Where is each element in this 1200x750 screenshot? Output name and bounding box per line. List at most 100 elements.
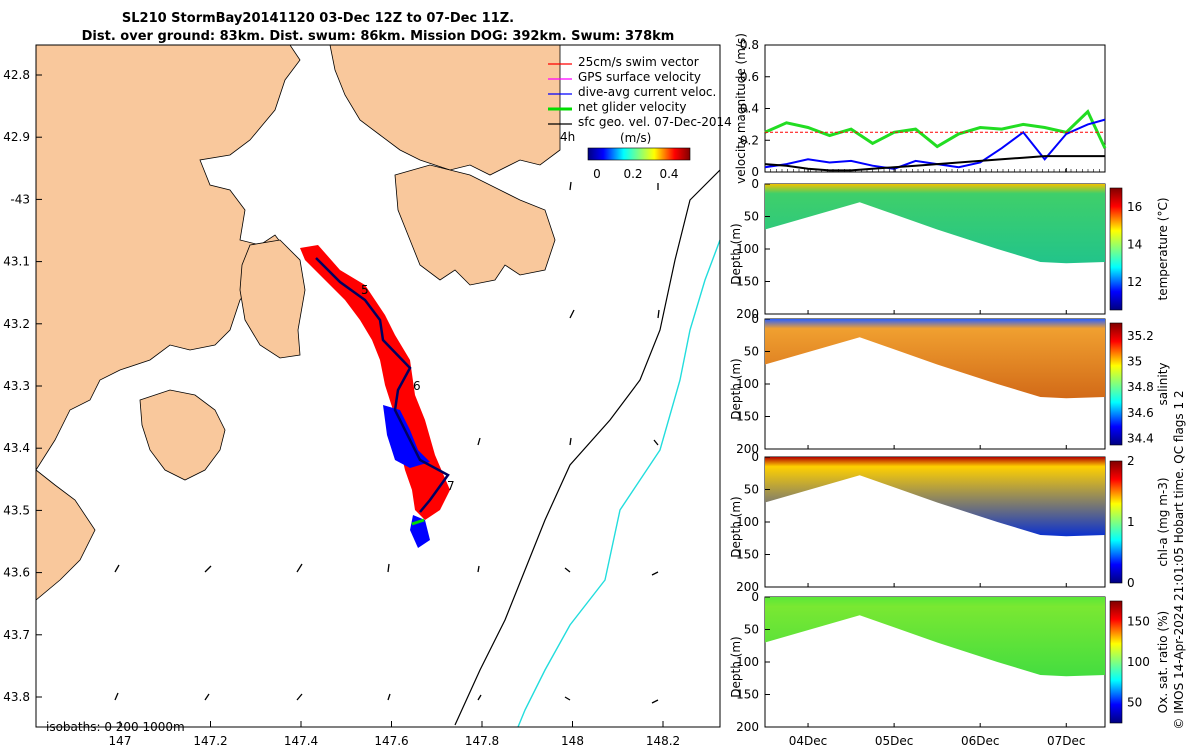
depth-tick-label: 200 [736, 580, 759, 594]
time-tick-label: 07Dec [1047, 734, 1086, 748]
lat-tick-label: 43.4 [3, 441, 30, 455]
sfc-arrow [569, 437, 572, 446]
map-colorbar-tick: 0 [593, 167, 601, 181]
lat-tick-label: 42.9 [3, 130, 30, 144]
sfc-arrow [477, 437, 481, 446]
depth-tick-label: 100 [736, 515, 759, 529]
isobath-1000m [517, 239, 721, 728]
sfc-vel-arrows [114, 181, 660, 704]
map-colorbar [587, 147, 691, 161]
velocity-ytick-label: 0.6 [740, 70, 759, 84]
map-colorbar-unit: (m/s) [620, 131, 651, 145]
section-data [765, 457, 1105, 537]
colorbar-tick-label: 0 [1127, 576, 1135, 590]
velocity-series [764, 155, 1105, 172]
section-colorbar [1109, 187, 1123, 311]
lon-tick-label: 147 [109, 734, 132, 748]
track-label-6: 6 [413, 379, 421, 393]
depth-tick-label: 100 [736, 655, 759, 669]
depth-tick-label: 200 [736, 442, 759, 456]
sfc-arrow [204, 565, 212, 573]
depth-tick-label: 200 [736, 307, 759, 321]
track-label-5: 5 [361, 283, 369, 297]
lon-tick-label: 147.8 [465, 734, 499, 748]
section-panel: 0 50 100 150 200 Depth (m) 34.4 34.6 34.8 35 35.2 s… [729, 312, 1170, 456]
time-tick-label: 06Dec [961, 734, 1000, 748]
velocity-ytick-label: 0.4 [740, 102, 759, 116]
sfc-arrow [387, 693, 391, 701]
depth-ylabel: Depth (m) [729, 358, 743, 419]
time-tick-label: 05Dec [875, 734, 914, 748]
map-colorbar-tick: 0.4 [659, 167, 678, 181]
land-southwest [35, 469, 96, 601]
sfc-arrow [204, 693, 210, 701]
title-line-2: Dist. over ground: 83km. Dist. swum: 86k… [82, 29, 675, 44]
title-line-1: SL210 StormBay20141120 03-Dec 12Z to 07-… [122, 11, 514, 26]
legend-swim: 25cm/s swim vector [578, 55, 699, 69]
depth-tick-label: 150 [736, 548, 759, 562]
isobath-200m [454, 169, 721, 726]
lon-tick-label: 147.4 [284, 734, 318, 748]
section-colorbar [1109, 460, 1123, 584]
depth-tick-label: 100 [736, 377, 759, 391]
land-peninsula [394, 164, 556, 286]
velocity-ytick-label: 0.2 [740, 133, 759, 147]
section-data [765, 597, 1105, 677]
legend-net: net glider velocity [578, 100, 686, 114]
colorbar-tick-label: 34.6 [1127, 406, 1154, 420]
velocity-series [764, 109, 1107, 149]
lat-tick-label: 43.6 [3, 566, 30, 580]
glider-track [315, 257, 450, 513]
map-colorbar-ticks: 0 0.2 0.4 [593, 167, 678, 181]
lat-tick-label: 43.1 [3, 255, 30, 269]
depth-ylabel: Depth (m) [729, 496, 743, 557]
colorbar-tick-label: 12 [1127, 275, 1142, 289]
track-label-7: 7 [447, 479, 455, 493]
sfc-arrow [569, 309, 575, 319]
colorbar-tick-label: 35 [1127, 355, 1142, 369]
depth-tick-label: 150 [736, 688, 759, 702]
lon-tick-label: 147.6 [374, 734, 408, 748]
depth-tick-label: 150 [736, 410, 759, 424]
section-colorbar [1109, 322, 1123, 446]
colorbar-tick-label: 34.4 [1127, 432, 1154, 446]
lat-tick-label: 43.8 [3, 690, 30, 704]
colorbar-tick-label: 2 [1127, 454, 1135, 468]
sfc-arrow [653, 439, 659, 446]
colorbar-tick-label: 14 [1127, 237, 1142, 251]
sfc-arrow [657, 309, 660, 319]
depth-tick-label: 0 [751, 450, 759, 464]
depth-tick-label: 50 [744, 483, 759, 497]
section-panel: 0 50 100 150 200 Depth (m) 0 1 2 chl-a (mg m-3) [729, 450, 1170, 594]
map-lat-ticks: 42.8 42.9 -43 43.1 43.2 43.3 43.4 43.5 43.6 43.7 4… [3, 68, 42, 704]
sfc-arrow [569, 181, 572, 191]
map-lon-ticks: 147 147.2 147.4 147.6 147.8 148 148.2 [109, 721, 680, 748]
velocity-ylabel: velocity magnitude (m/s) [734, 33, 748, 184]
section-data [765, 184, 1105, 264]
net-velocity-marker [411, 518, 425, 526]
lat-tick-label: 43.3 [3, 379, 30, 393]
depth-tick-label: 0 [751, 312, 759, 326]
time-axis-ticks: 04Dec 05Dec 06Dec 07Dec [789, 168, 1086, 748]
colorbar-tick-label: 1 [1127, 515, 1135, 529]
depth-tick-label: 150 [736, 275, 759, 289]
side-note: © IMOS 14-Apr-2024 21:01:05 Hobart time.… [1172, 390, 1186, 729]
section-panel: 0 50 100 150 200 Depth (m) 12 14 16 temperature (… [729, 177, 1170, 321]
depth-tick-label: 50 [744, 623, 759, 637]
lat-tick-label: 43.5 [3, 503, 30, 517]
sfc-arrow [651, 571, 659, 576]
legend-current: dive-avg current veloc. [578, 85, 716, 99]
colorbar-tick-label: 100 [1127, 655, 1150, 669]
land-island [239, 239, 306, 359]
sfc-arrow [477, 565, 480, 573]
land [35, 44, 561, 601]
depth-tick-label: 50 [744, 210, 759, 224]
depth-ylabel: Depth (m) [729, 223, 743, 284]
colorbar-tick-label: 50 [1127, 696, 1142, 710]
lat-tick-label: 43.2 [3, 317, 30, 331]
velocity-ytick-label: 0.8 [740, 38, 759, 52]
sfc-arrow [387, 563, 390, 573]
depth-tick-label: 200 [736, 720, 759, 734]
lat-tick-label: -43 [10, 192, 30, 206]
sfc-arrow [296, 563, 303, 573]
